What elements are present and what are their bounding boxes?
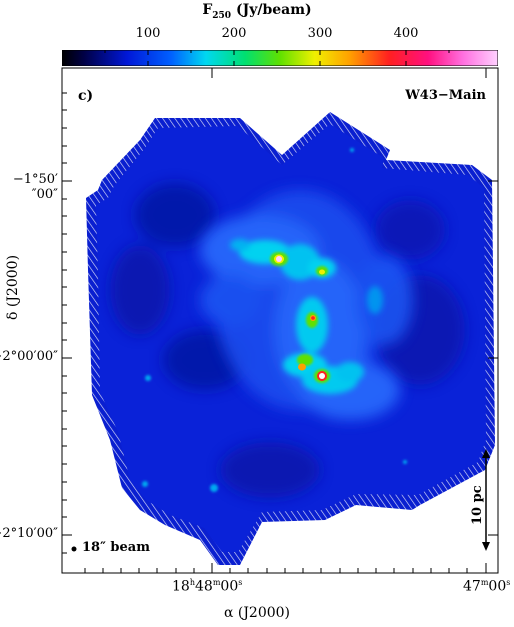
x-tick-label: 18h48m00s xyxy=(172,578,243,595)
region-label: W43−Main xyxy=(405,88,486,103)
y-tick-label: −2°10′00″ xyxy=(0,526,58,541)
y-tick-label: −2°00′00″ xyxy=(0,349,58,364)
plot-frame xyxy=(61,67,499,574)
scale-label: 10 pc xyxy=(470,485,485,525)
x-tick-label: 47m00s xyxy=(463,578,511,595)
panel-label: c) xyxy=(78,88,94,104)
y-axis-label: δ (J2000) xyxy=(5,254,21,320)
colorbar-tick-100: 100 xyxy=(135,26,161,41)
map-coverage xyxy=(86,112,495,565)
x-axis-ticks xyxy=(84,68,487,573)
colorbar-tick-200: 200 xyxy=(221,26,247,41)
beam-label: 18″ beam xyxy=(82,540,150,555)
colorbar-tick-400: 400 xyxy=(393,26,419,41)
colorbar xyxy=(62,50,498,66)
y-tick-label: −1°50′″00″ xyxy=(12,172,58,202)
beam-marker xyxy=(71,546,77,552)
y-axis-ticks xyxy=(62,92,498,554)
x-axis-label: α (J2000) xyxy=(223,605,291,621)
colorbar-title: F250 (Jy/beam) xyxy=(202,2,312,21)
scale-bar xyxy=(482,449,490,551)
colorbar-tick-300: 300 xyxy=(307,26,333,41)
